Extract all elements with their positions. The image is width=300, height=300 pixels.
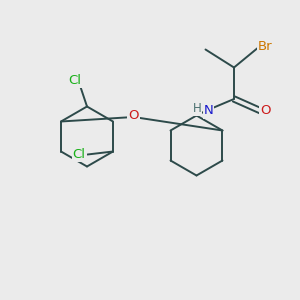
Text: O: O bbox=[128, 109, 139, 122]
Text: Cl: Cl bbox=[73, 148, 85, 161]
Text: N: N bbox=[204, 104, 213, 118]
Text: H: H bbox=[193, 102, 202, 115]
Text: Cl: Cl bbox=[68, 74, 82, 87]
Text: Br: Br bbox=[258, 40, 273, 53]
Text: O: O bbox=[260, 104, 271, 118]
